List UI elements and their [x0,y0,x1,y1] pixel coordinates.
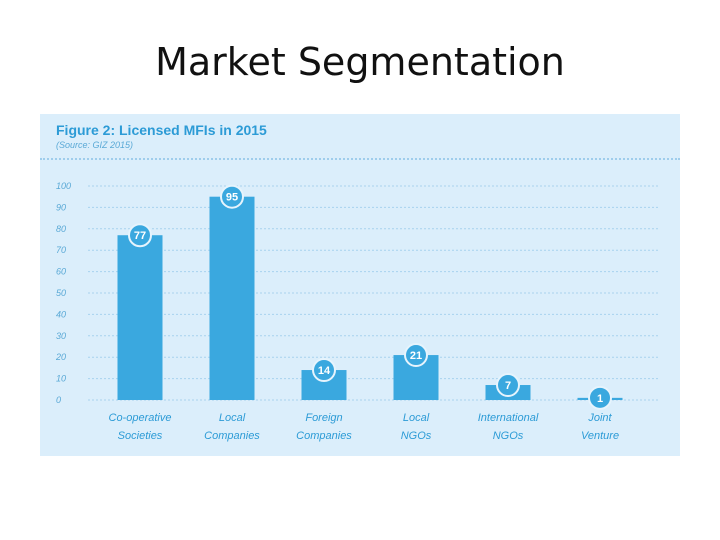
x-tick-label: Local [219,412,246,424]
value-badge [312,358,336,383]
bar [117,235,163,400]
x-tick-label: Companies [296,430,352,442]
y-tick-label: 80 [56,224,66,234]
y-tick-label: 100 [56,181,71,191]
y-tick-label: 90 [56,202,66,212]
x-tick-label: Foreign [305,412,342,424]
data-label: 21 [410,350,422,362]
figure-panel: Figure 2: Licensed MFIs in 2015 (Source:… [40,114,680,456]
y-tick-label: 50 [56,288,66,298]
y-tick-label: 30 [56,331,66,341]
value-badge [220,184,244,209]
figure-subtitle: (Source: GIZ 2015) [56,140,134,150]
x-tick-label: Co-operative [109,412,172,424]
title-divider [40,158,680,160]
value-badge [128,223,152,248]
x-tick-label: Societies [118,430,163,442]
data-label: 14 [318,365,331,377]
y-tick-label: 60 [56,267,66,277]
y-tick-label: 20 [55,352,66,362]
data-label: 77 [134,230,146,242]
value-badge [404,343,428,368]
bar [209,196,255,400]
y-tick-label: 40 [56,309,66,319]
x-tick-label: Venture [581,430,619,442]
data-label: 95 [226,192,238,204]
x-tick-label: International [478,412,539,424]
x-tick-label: Companies [204,430,260,442]
slide-title: Market Segmentation [155,40,565,84]
x-tick-label: Joint [587,412,612,424]
bar-chart: 0 10 20 30 40 50 60 70 80 90 100 77 Co-operative Soci… [55,181,660,442]
value-badge [496,373,520,398]
x-tick-label: Local [403,412,430,424]
y-tick-label: 0 [56,395,61,405]
value-badge [588,385,612,410]
y-tick-label: 10 [56,374,66,384]
figure-title: Figure 2: Licensed MFIs in 2015 [56,122,267,138]
x-tick-label: NGOs [493,430,524,442]
y-tick-label: 70 [56,245,66,255]
x-tick-label: NGOs [401,430,432,442]
data-label: 1 [597,393,603,405]
data-label: 7 [505,380,511,392]
